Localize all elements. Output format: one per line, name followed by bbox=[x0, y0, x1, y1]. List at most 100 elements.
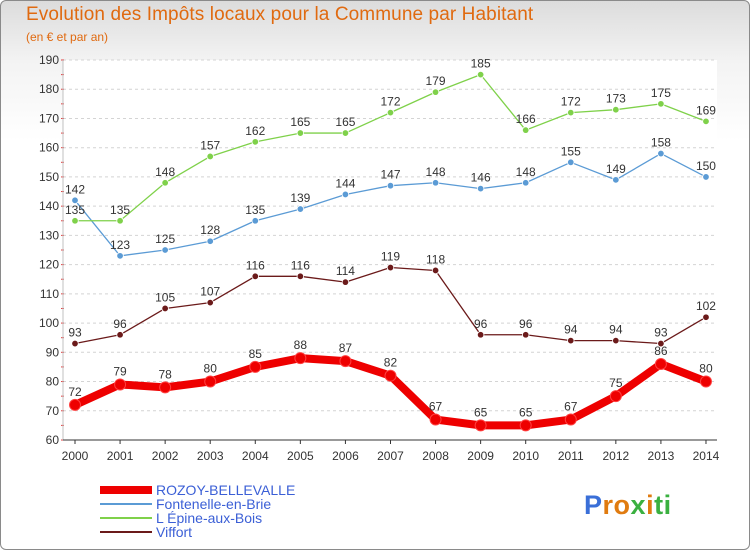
data-point bbox=[341, 190, 350, 199]
legend-label: Fontenelle-en-Brie bbox=[156, 496, 272, 512]
data-point bbox=[204, 375, 217, 388]
data-point bbox=[206, 298, 214, 307]
data-label: 144 bbox=[335, 176, 355, 190]
data-point bbox=[654, 358, 667, 370]
y-tick-label: 100 bbox=[39, 316, 59, 330]
y-tick-label: 150 bbox=[39, 170, 59, 184]
data-label: 94 bbox=[609, 323, 623, 337]
logo-letter: t bbox=[654, 490, 664, 520]
data-point bbox=[431, 179, 440, 187]
legend-swatch bbox=[100, 486, 152, 494]
data-label: 175 bbox=[651, 86, 671, 100]
data-point bbox=[612, 105, 620, 114]
data-label: 179 bbox=[426, 74, 446, 88]
data-point bbox=[702, 173, 710, 181]
data-label: 135 bbox=[245, 203, 265, 217]
data-point bbox=[386, 181, 395, 190]
data-point bbox=[564, 413, 577, 426]
data-label: 173 bbox=[606, 92, 626, 106]
legend-swatch bbox=[100, 517, 152, 519]
data-label: 147 bbox=[380, 168, 400, 182]
data-point bbox=[69, 398, 81, 411]
data-label: 155 bbox=[561, 144, 581, 158]
x-tick-label: 2008 bbox=[422, 449, 449, 463]
data-label: 85 bbox=[249, 347, 263, 361]
x-tick-label: 2012 bbox=[602, 449, 629, 463]
data-point bbox=[522, 331, 530, 339]
data-label: 96 bbox=[519, 317, 533, 331]
data-label: 166 bbox=[516, 112, 536, 126]
logo-letter: o bbox=[613, 490, 631, 520]
data-point bbox=[702, 117, 710, 126]
data-point bbox=[206, 152, 214, 161]
data-label: 172 bbox=[561, 95, 581, 109]
data-label: 93 bbox=[68, 326, 82, 340]
x-tick-label: 2006 bbox=[332, 449, 359, 463]
data-label: 148 bbox=[155, 165, 175, 179]
data-point bbox=[429, 413, 442, 426]
data-point bbox=[519, 419, 532, 432]
legend-label: Viffort bbox=[156, 524, 193, 540]
data-point bbox=[567, 336, 575, 345]
y-tick-label: 170 bbox=[39, 111, 59, 125]
data-point bbox=[251, 217, 259, 225]
y-tick-label: 60 bbox=[46, 433, 60, 447]
data-label: 67 bbox=[429, 400, 443, 414]
data-point bbox=[431, 88, 440, 96]
data-point bbox=[657, 339, 665, 348]
y-tick-label: 160 bbox=[39, 141, 59, 155]
data-label: 118 bbox=[426, 252, 445, 266]
data-label: 123 bbox=[110, 238, 130, 252]
data-label: 139 bbox=[290, 191, 310, 205]
data-label: 114 bbox=[336, 264, 355, 278]
chart-title: Evolution des Impôts locaux pour la Comm… bbox=[26, 4, 534, 25]
x-tick-label: 2002 bbox=[152, 449, 179, 463]
data-point bbox=[71, 217, 79, 225]
data-label: 149 bbox=[606, 162, 626, 176]
x-tick-label: 2011 bbox=[558, 449, 584, 463]
x-tick-label: 2000 bbox=[62, 449, 89, 463]
data-point bbox=[522, 126, 530, 134]
data-label: 135 bbox=[110, 203, 130, 217]
data-point bbox=[296, 205, 305, 213]
data-point bbox=[206, 237, 214, 245]
y-tick-label: 130 bbox=[39, 228, 59, 242]
data-label: 102 bbox=[696, 299, 716, 313]
legend-item: L Épine-aux-Bois bbox=[100, 510, 420, 526]
data-label: 162 bbox=[245, 124, 265, 138]
legend-label: ROZOY-BELLEVALLE bbox=[156, 482, 296, 498]
data-label: 93 bbox=[654, 326, 668, 340]
data-point bbox=[116, 217, 124, 225]
logo-letter: i bbox=[663, 490, 672, 520]
data-label: 80 bbox=[204, 362, 218, 376]
data-point bbox=[609, 390, 622, 403]
data-point bbox=[159, 381, 172, 394]
data-point bbox=[384, 369, 397, 382]
data-label: 116 bbox=[246, 258, 265, 272]
data-label: 65 bbox=[519, 405, 533, 419]
data-point bbox=[296, 129, 305, 137]
data-label: 96 bbox=[113, 317, 127, 331]
data-point bbox=[249, 360, 262, 373]
data-label: 94 bbox=[564, 323, 578, 337]
data-point bbox=[476, 331, 485, 339]
data-point bbox=[657, 100, 665, 108]
data-point bbox=[161, 304, 169, 313]
data-label: 169 bbox=[696, 103, 716, 117]
data-point bbox=[474, 419, 487, 432]
data-point bbox=[341, 129, 350, 137]
legend-item: Fontenelle-en-Brie bbox=[100, 496, 420, 512]
x-tick-label: 2013 bbox=[648, 449, 675, 463]
data-label: 125 bbox=[155, 232, 175, 246]
data-point bbox=[71, 196, 79, 205]
logo-letter: i bbox=[646, 490, 655, 520]
y-tick-label: 110 bbox=[40, 287, 59, 301]
data-label: 86 bbox=[654, 344, 668, 358]
data-label: 72 bbox=[68, 385, 82, 399]
x-tick-label: 2004 bbox=[242, 449, 269, 463]
legend-swatch bbox=[100, 503, 152, 505]
data-point bbox=[386, 108, 395, 117]
data-point bbox=[339, 355, 352, 368]
data-label: 75 bbox=[609, 376, 623, 390]
